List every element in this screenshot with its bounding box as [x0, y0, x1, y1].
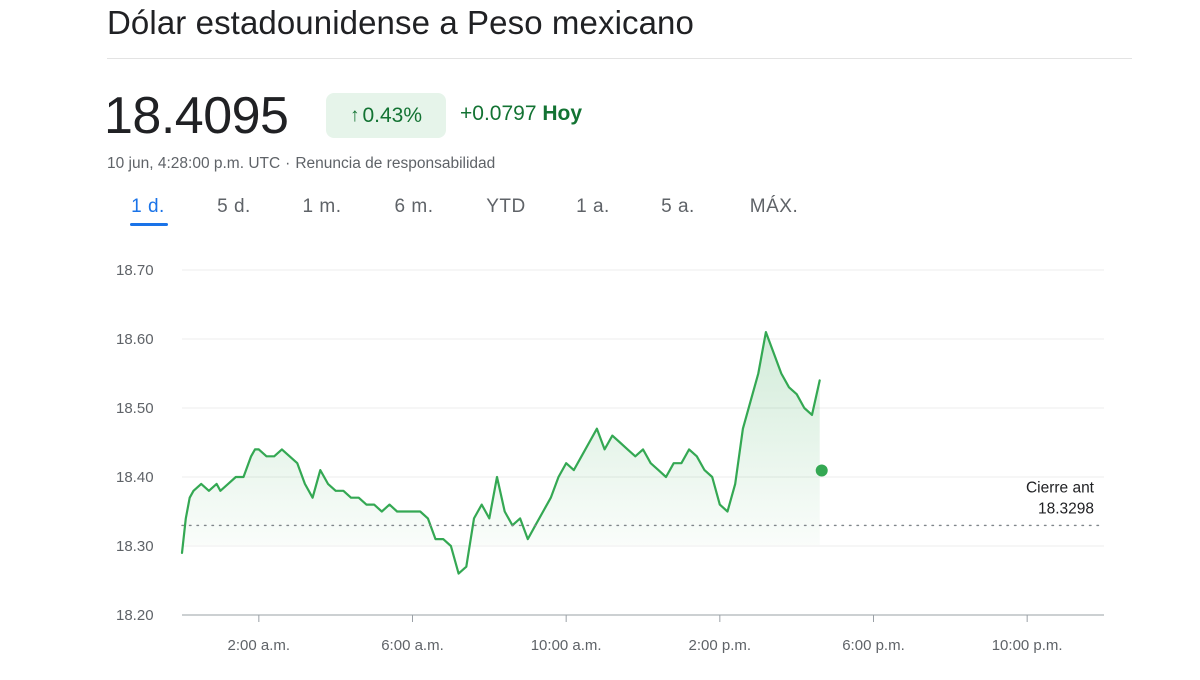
- x-tick-label: 10:00 p.m.: [992, 637, 1063, 654]
- tab-5a[interactable]: 5 a.: [661, 196, 695, 217]
- price-area-fill: [182, 332, 820, 574]
- x-tick-label: 6:00 a.m.: [381, 637, 444, 654]
- meta-separator: ·: [285, 155, 291, 172]
- y-tick-label: 18.20: [116, 607, 154, 624]
- page-title: Dólar estadounidense a Peso mexicano: [107, 4, 694, 41]
- tab-1m[interactable]: 1 m.: [302, 196, 342, 217]
- y-tick-label: 18.50: [116, 400, 154, 417]
- tab-1d[interactable]: 1 d.: [131, 196, 165, 217]
- active-tab-indicator: [130, 223, 168, 226]
- x-tick-label: 10:00 a.m.: [531, 637, 602, 654]
- y-tick-label: 18.30: [116, 538, 154, 555]
- timestamp: 10 jun, 4:28:00 p.m. UTC: [107, 155, 281, 172]
- absolute-change-value: +0.0797: [460, 102, 537, 125]
- tab-1a[interactable]: 1 a.: [576, 196, 610, 217]
- absolute-change: +0.0797 Hoy: [460, 102, 582, 126]
- percent-change-value: 0.43%: [362, 103, 423, 127]
- x-tick-label: 2:00 a.m.: [228, 637, 291, 654]
- y-tick-label: 18.60: [116, 331, 154, 348]
- y-tick-label: 18.70: [116, 262, 154, 279]
- tab-5d[interactable]: 5 d.: [217, 196, 251, 217]
- previous-close-value: 18.3298: [1038, 500, 1094, 517]
- tab-ytd[interactable]: YTD: [486, 196, 526, 217]
- percent-change-badge: ↑ 0.43%: [326, 93, 446, 138]
- quote-meta: 10 jun, 4:28:00 p.m. UTC · Renuncia de res…: [107, 155, 495, 173]
- current-price-dot: [815, 464, 828, 477]
- x-tick-label: 2:00 p.m.: [689, 637, 752, 654]
- current-price: 18.4095: [104, 87, 289, 145]
- previous-close-label: Cierre ant: [1026, 479, 1095, 496]
- y-tick-label: 18.40: [116, 469, 154, 486]
- tab-max[interactable]: MÁX.: [749, 196, 799, 217]
- disclaimer-link[interactable]: Renuncia de responsabilidad: [295, 155, 496, 172]
- range-tabs: 1 d. 5 d. 1 m. 6 m. YTD 1 a. 5 a. MÁX.: [0, 196, 1200, 228]
- x-tick-label: 6:00 p.m.: [842, 637, 905, 654]
- header-divider: [107, 58, 1132, 59]
- up-arrow-icon: ↑: [349, 104, 360, 126]
- price-line: [180, 331, 821, 575]
- period-label: Hoy: [542, 102, 583, 125]
- tab-6m[interactable]: 6 m.: [394, 196, 434, 217]
